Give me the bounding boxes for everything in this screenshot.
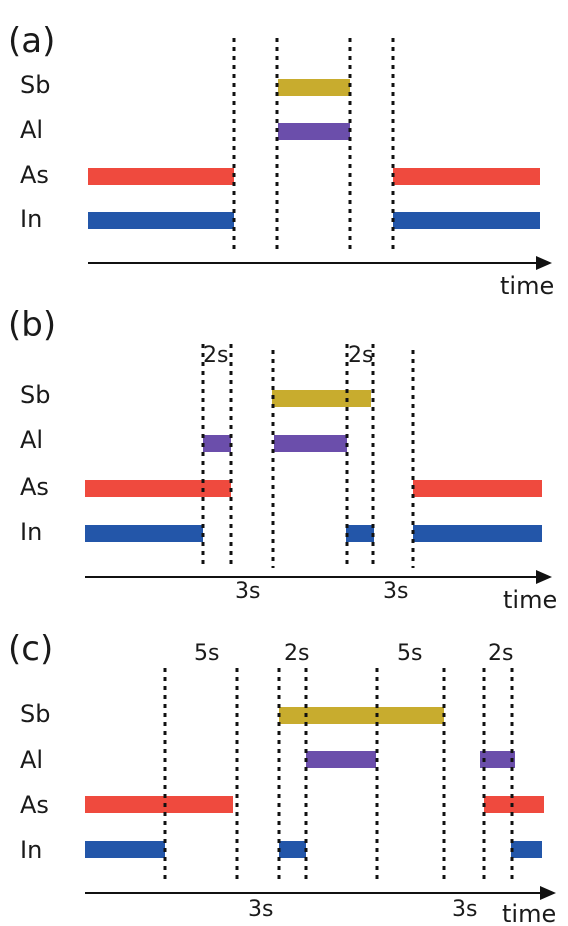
- bar-in: [511, 841, 542, 858]
- row-label-in: In: [20, 836, 42, 864]
- annotation-top: 5s: [397, 641, 422, 666]
- bar-in: [393, 212, 540, 229]
- axis-arrowhead: [536, 570, 552, 584]
- annotation-bottom: 3s: [248, 897, 273, 922]
- row-label-as: As: [20, 791, 49, 819]
- row-label-in: In: [20, 205, 42, 233]
- bar-as: [88, 168, 234, 185]
- bar-in: [85, 841, 165, 858]
- annotation-bottom: 3s: [383, 579, 408, 604]
- row-label-as: As: [20, 161, 49, 189]
- annotation-top: 5s: [194, 641, 219, 666]
- panel-b-label: (b): [8, 305, 56, 345]
- bar-sb: [272, 390, 371, 407]
- bar-sb: [279, 707, 444, 724]
- row-label-as: As: [20, 473, 49, 501]
- row-label-al: Al: [20, 746, 43, 774]
- axis-arrowhead: [536, 256, 552, 270]
- bar-in: [279, 841, 306, 858]
- bar-al: [274, 435, 347, 452]
- row-label-in: In: [20, 518, 42, 546]
- bar-in: [88, 212, 234, 229]
- annotation-top: 2s: [348, 343, 373, 368]
- bar-al: [480, 751, 515, 768]
- bar-as: [484, 796, 544, 813]
- bar-as: [85, 796, 233, 813]
- bar-in: [85, 525, 203, 542]
- bar-al: [278, 123, 350, 140]
- panel-c: (c) 5s 2s 5s 2s Sb Al As In 3s 3s time: [8, 629, 556, 926]
- annotation-top: 2s: [203, 343, 228, 368]
- panel-c-label: (c): [8, 629, 53, 669]
- annotation-bottom: 3s: [452, 897, 477, 922]
- bar-as: [393, 168, 540, 185]
- bar-al: [203, 435, 231, 452]
- annotation-top: 2s: [488, 641, 513, 666]
- panel-a-label: (a): [8, 21, 55, 61]
- bar-al: [306, 751, 376, 768]
- row-label-al: Al: [20, 116, 43, 144]
- annotation-bottom: 3s: [235, 579, 260, 604]
- time-axis-label: time: [500, 272, 554, 300]
- bar-as: [413, 480, 542, 497]
- bar-in: [346, 525, 374, 542]
- row-label-al: Al: [20, 426, 43, 454]
- axis-arrowhead: [540, 886, 556, 900]
- row-label-sb: Sb: [20, 71, 50, 99]
- panel-b: (b) 2s 2s Sb Al As In 3s 3s time: [8, 305, 557, 614]
- bar-in: [413, 525, 542, 542]
- annotation-top: 2s: [284, 641, 309, 666]
- row-label-sb: Sb: [20, 700, 50, 728]
- bar-as: [85, 480, 231, 497]
- bar-sb: [278, 79, 350, 96]
- panel-a: (a) Sb Al As In time: [8, 21, 554, 300]
- time-axis-label: time: [503, 586, 557, 614]
- row-label-sb: Sb: [20, 381, 50, 409]
- time-axis-label: time: [502, 900, 556, 926]
